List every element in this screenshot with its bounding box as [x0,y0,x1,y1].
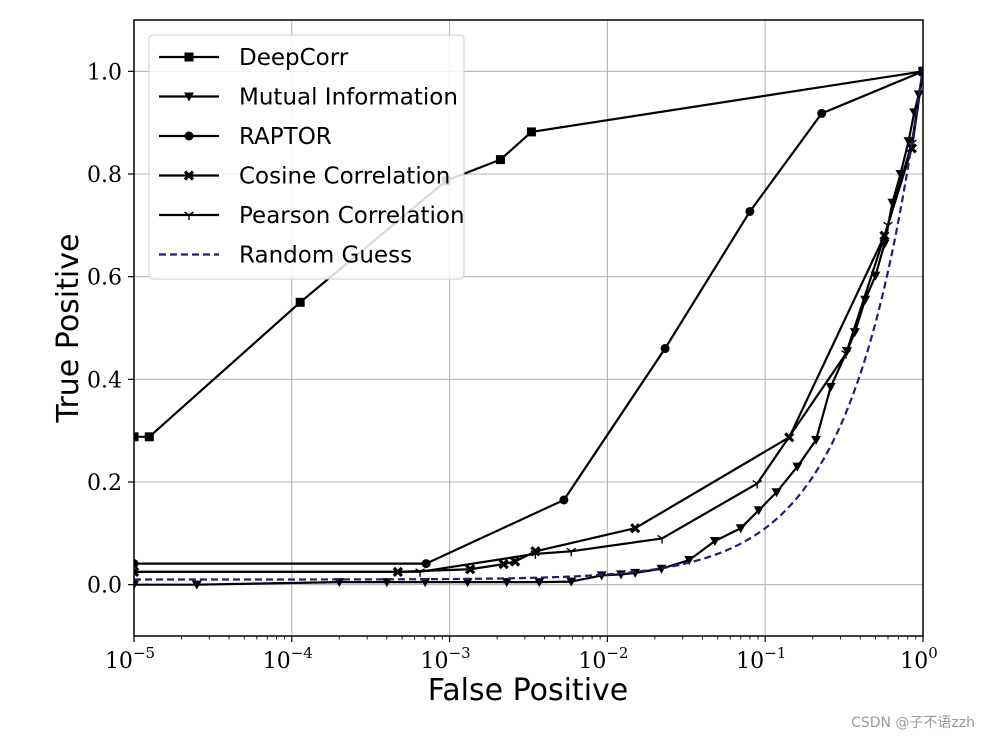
data-point-cosine-correlation [498,559,509,570]
y-tick-label: 0.0 [87,574,122,599]
data-point-mutual-information [753,506,764,516]
series-line-mutual-information [134,71,923,586]
y-tick-label: 0.8 [87,163,122,188]
data-point-cosine-correlation [630,523,641,534]
data-point-mutual-information [860,295,871,305]
series-pearson-correlation [134,67,923,577]
plot-frame [133,19,924,637]
axis-ticks: 10−5 10−4 10−3 10−2 10−1 100 0.0 0.2 0.4 0.6 0.8 1.… [87,60,938,674]
data-point-raptor [660,344,670,354]
legend-marker-raptor [184,131,194,141]
data-point-mutual-information [684,556,695,566]
y-tick-label: 1.0 [87,60,122,85]
data-point-mutual-information [134,580,139,590]
legend-marker-pearson-correlation [184,211,194,220]
data-point-pearson-correlation [415,568,425,577]
legend-marker-deepcorr [184,52,194,62]
data-point-mutual-information [709,537,720,547]
legend-label-pearson-correlation: Pearson Correlation [239,203,465,229]
legend-marker-mutual-information [184,92,194,102]
x-tick-label: 10−4 [263,644,313,674]
legend-box [148,34,465,280]
series-line-pearson-correlation [134,71,923,573]
data-point-pearson-correlation [657,534,667,544]
data-point-mutual-information [771,488,782,498]
data-point-mutual-information [825,383,836,393]
x-tick-label: 10−1 [736,644,786,674]
x-tick-label: 10−5 [105,644,155,674]
data-point-raptor [745,206,755,216]
data-point-mutual-information [849,328,860,338]
data-point-mutual-information [501,578,512,588]
data-point-deepcorr [144,432,154,442]
watermark-text: CSDN @子不语zzh [851,715,975,731]
data-point-mutual-information [735,524,746,534]
data-point-raptor [559,495,569,505]
data-point-pearson-correlation [841,350,851,359]
data-point-mutual-information [566,577,577,587]
data-point-mutual-information [811,435,822,445]
data-point-pearson-correlation [530,550,541,559]
data-point-cosine-correlation [509,556,521,567]
data-point-mutual-information [462,578,473,588]
legend-label-deepcorr: DeepCorr [239,45,349,71]
legend: DeepCorr Mutual Information RAPTOR Cosine C… [148,34,465,280]
data-point-mutual-information [596,571,607,581]
y-tick-label: 0.4 [87,368,122,393]
series-random-guess [134,66,923,581]
legend-label-random-guess: Random Guess [239,243,412,269]
data-point-cosine-correlation [134,566,140,577]
data-point-pearson-correlation [566,547,577,557]
legend-label-mutual-information: Mutual Information [239,85,458,111]
x-tick-label: 10−3 [421,644,471,674]
data-point-raptor [421,559,431,569]
data-point-mutual-information [534,578,545,588]
data-point-mutual-information [191,580,202,590]
data-point-raptor [817,108,827,118]
legend-label-cosine-correlation: Cosine Correlation [239,164,450,190]
data-point-deepcorr [526,127,536,137]
y-axis-title: True Positive [51,234,86,424]
data-point-pearson-correlation [883,221,893,231]
data-point-pearson-correlation [752,479,763,489]
data-point-raptor [134,559,139,569]
data-point-deepcorr [295,297,305,307]
data-point-cosine-correlation [917,66,923,77]
data-point-cosine-correlation [465,564,476,575]
x-tick-label: 10−2 [578,644,628,674]
data-point-deepcorr [134,432,139,442]
x-tick-label: 100 [900,644,938,674]
series-line-random-guess [134,66,923,581]
legend-label-raptor: RAPTOR [239,124,332,150]
data-point-mutual-information [420,578,431,588]
y-tick-label: 0.6 [87,266,122,291]
data-point-deepcorr [495,155,505,165]
y-tick-label: 0.2 [87,471,122,496]
data-point-mutual-information [792,462,803,472]
legend-marker-cosine-correlation [183,170,195,181]
x-axis-title: False Positive [428,673,629,708]
